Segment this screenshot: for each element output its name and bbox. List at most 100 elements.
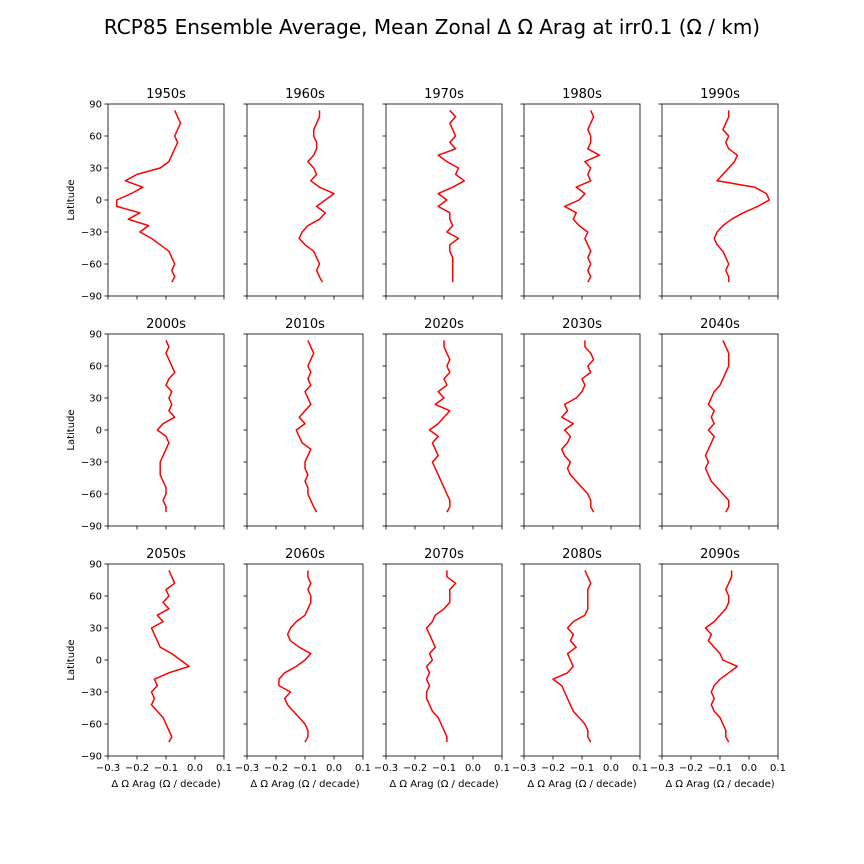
y-axis-label: Latitude — [66, 409, 77, 450]
panel-title: 2020s — [424, 317, 464, 332]
y-tick-label: 30 — [89, 394, 102, 405]
series-line — [278, 570, 312, 743]
panel-title: 1970s — [424, 87, 464, 102]
x-tick-label: 0.0 — [741, 763, 757, 774]
series-line — [437, 109, 466, 283]
panel-2050s: 2050s −90 −60 −30 0 30 60 90 −0.3 −0.2 −0.1 0.0 0.1 L… — [66, 547, 232, 790]
x-tick-label: −0.2 — [264, 763, 288, 774]
y-tick-label: −60 — [81, 490, 102, 501]
series-line — [560, 340, 595, 513]
y-tick-label: 30 — [89, 164, 102, 175]
series-line — [563, 110, 601, 283]
y-tick-label: −30 — [81, 228, 102, 239]
x-tick-label: −0.1 — [708, 763, 732, 774]
y-tick-label: −60 — [81, 260, 102, 271]
x-tick-label: −0.2 — [679, 763, 703, 774]
y-tick-label: 0 — [96, 656, 102, 667]
x-tick-label: −0.1 — [154, 763, 178, 774]
y-tick-label: 60 — [89, 592, 102, 603]
panel-1980s: 1980s — [520, 87, 641, 300]
x-tick-label: 0.1 — [632, 763, 648, 774]
x-tick-label: 0.0 — [187, 763, 203, 774]
y-tick-label: 0 — [96, 196, 102, 207]
series-line — [425, 570, 457, 743]
panel-title: 2090s — [700, 547, 740, 562]
series-line — [552, 570, 592, 743]
panel-2090s: 2090s −0.3 −0.2 −0.1 0.0 0.1 Δ Ω Arag (Ω / dec… — [650, 547, 786, 790]
panel-2000s: 2000s −90 −60 −30 0 30 60 90 Latitude — [66, 317, 225, 533]
panel-title: 1960s — [285, 87, 325, 102]
series-line — [704, 570, 739, 743]
y-tick-label: −30 — [81, 688, 102, 699]
panel-title: 1980s — [562, 87, 602, 102]
x-tick-label: 0.1 — [355, 763, 371, 774]
panel-title: 2000s — [146, 317, 186, 332]
series-line — [713, 110, 771, 283]
x-axis-label: Δ Ω Arag (Ω / decade) — [527, 779, 636, 790]
y-tick-label: 60 — [89, 132, 102, 143]
panel-2030s: 2030s — [520, 317, 641, 530]
panel-title: 1950s — [146, 87, 186, 102]
x-tick-label: −0.1 — [293, 763, 317, 774]
x-axis-label: Δ Ω Arag (Ω / decade) — [111, 779, 220, 790]
panel-title: 2030s — [562, 317, 602, 332]
panel-title: 2050s — [146, 547, 186, 562]
x-axis-label: Δ Ω Arag (Ω / decade) — [665, 779, 774, 790]
x-tick-label: −0.1 — [432, 763, 456, 774]
y-tick-label: −30 — [81, 458, 102, 469]
x-tick-label: 0.0 — [465, 763, 481, 774]
series-line — [704, 340, 730, 513]
series-line — [428, 340, 451, 513]
panel-title: 2070s — [424, 547, 464, 562]
x-tick-label: 0.0 — [603, 763, 619, 774]
x-tick-label: 0.1 — [216, 763, 232, 774]
figure-title: RCP85 Ensemble Average, Mean Zonal Δ Ω A… — [104, 15, 760, 39]
panel-2070s: 2070s −0.3 −0.2 −0.1 0.0 0.1 Δ Ω Arag (Ω / dec… — [374, 547, 510, 790]
y-tick-label: 90 — [89, 560, 102, 571]
x-axis-label: Δ Ω Arag (Ω / decade) — [250, 779, 359, 790]
x-tick-label: 0.0 — [326, 763, 342, 774]
panel-title: 2040s — [700, 317, 740, 332]
panel-title: 1990s — [700, 87, 740, 102]
x-tick-label: −0.3 — [96, 763, 120, 774]
x-tick-label: −0.2 — [125, 763, 149, 774]
y-tick-label: 0 — [96, 426, 102, 437]
panel-2080s: 2080s −0.3 −0.2 −0.1 0.0 0.1 Δ Ω Arag (Ω / dec… — [512, 547, 648, 790]
panel-title: 2060s — [285, 547, 325, 562]
y-tick-label: −60 — [81, 720, 102, 731]
panel-2060s: 2060s −0.3 −0.2 −0.1 0.0 0.1 Δ Ω Arag (Ω / dec… — [235, 547, 371, 790]
panel-title: 2080s — [562, 547, 602, 562]
y-tick-label: 60 — [89, 362, 102, 373]
y-tick-label: 90 — [89, 100, 102, 111]
x-tick-label: −0.1 — [570, 763, 594, 774]
panel-1950s: 1950s −90 −60 −30 0 30 60 90 Latitude — [66, 87, 225, 303]
series-line — [295, 340, 318, 513]
panel-title: 2010s — [285, 317, 325, 332]
panel-grid: 1950s −90 −60 −30 0 30 60 90 Latitude 1960s 1970s 1… — [66, 87, 786, 790]
panel-1960s: 1960s — [243, 87, 364, 300]
panel-1990s: 1990s — [658, 87, 779, 300]
y-tick-label: −90 — [81, 752, 102, 763]
x-tick-label: −0.3 — [235, 763, 259, 774]
x-tick-label: −0.2 — [403, 763, 427, 774]
panel-2040s: 2040s — [658, 317, 779, 530]
y-axis-label: Latitude — [66, 179, 77, 220]
x-tick-label: −0.3 — [512, 763, 536, 774]
y-tick-label: 90 — [89, 330, 102, 341]
x-tick-label: −0.3 — [374, 763, 398, 774]
y-axis-label: Latitude — [66, 639, 77, 680]
y-tick-label: 30 — [89, 624, 102, 635]
series-line — [156, 340, 176, 513]
x-tick-label: −0.3 — [650, 763, 674, 774]
panel-1970s: 1970s — [382, 87, 503, 300]
series-line — [298, 110, 335, 283]
x-tick-label: 0.1 — [770, 763, 786, 774]
x-tick-label: −0.2 — [541, 763, 565, 774]
y-tick-label: −90 — [81, 522, 102, 533]
panel-2010s: 2010s — [243, 317, 364, 530]
series-line — [115, 110, 182, 283]
panel-2020s: 2020s — [382, 317, 503, 530]
series-line — [150, 570, 190, 743]
x-tick-label: 0.1 — [494, 763, 510, 774]
